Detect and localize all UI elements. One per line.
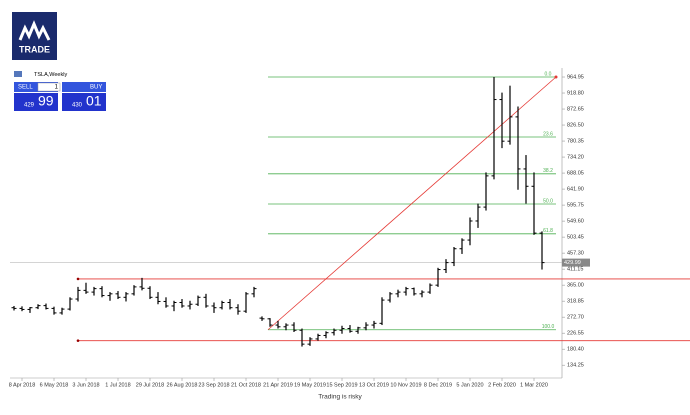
y-tick-label: 734.20 [567, 155, 584, 161]
logo-box [12, 12, 57, 60]
fib-label: 38.2 [543, 168, 553, 174]
x-tick-label: 5 Jan 2020 [456, 382, 483, 388]
x-tick-label: 3 Jun 2018 [72, 382, 99, 388]
symbol-icon [14, 71, 22, 77]
sell-price-box[interactable] [14, 93, 58, 111]
y-tick-label: 688.05 [567, 171, 584, 177]
y-tick-label: 918.80 [567, 90, 584, 96]
y-tick-label: 549.60 [567, 219, 584, 225]
x-tick-label: 21 Apr 2019 [263, 382, 293, 388]
current-price-box [562, 258, 590, 267]
y-tick-label: 365.00 [567, 283, 584, 289]
anchor-dot [76, 339, 80, 342]
fib-label: 61.8 [543, 228, 553, 234]
logo-mark [18, 20, 51, 41]
x-tick-label: 13 Oct 2019 [359, 382, 389, 388]
trend-line [267, 76, 557, 331]
anchor-dot [76, 277, 80, 281]
y-tick-label: 457.30 [567, 251, 584, 257]
x-tick-label: 23 Sep 2018 [198, 382, 229, 388]
sell-price-big[interactable]: 99 [38, 93, 54, 109]
logo-text: TRADE [19, 44, 50, 54]
x-tick-label: 8 Dec 2019 [424, 382, 452, 388]
y-tick-label: 872.65 [567, 106, 584, 112]
y-tick-label: 180.40 [567, 347, 584, 353]
y-tick-label: 780.35 [567, 139, 584, 145]
x-tick-label: 19 May 2019 [294, 382, 326, 388]
buy-label[interactable]: BUY [90, 85, 102, 91]
buy-button[interactable] [62, 82, 106, 92]
y-tick-label: 226.55 [567, 331, 584, 337]
sell-button[interactable] [14, 82, 58, 92]
x-tick-label: 10 Nov 2019 [390, 382, 421, 388]
buy-price-small[interactable]: 430 [72, 103, 83, 109]
current-price-label: 429.99 [564, 260, 581, 266]
x-tick-label: 29 Jul 2018 [136, 382, 164, 388]
y-tick-label: 826.50 [567, 123, 584, 129]
fib-label: 23.6 [543, 131, 553, 137]
y-tick-label: 134.25 [567, 363, 584, 369]
sell-label[interactable]: SELL [18, 85, 33, 91]
symbol-label: TSLA,Weekly [34, 72, 67, 78]
lot-field[interactable] [37, 82, 61, 92]
footer: Trading is risky [318, 394, 362, 401]
x-tick-label: 15 Sep 2019 [326, 382, 357, 388]
x-tick-label: 21 Oct 2018 [231, 382, 261, 388]
buy-price-box[interactable] [62, 93, 106, 111]
y-tick-label: 272.70 [567, 315, 584, 321]
y-tick-label: 964.95 [567, 74, 584, 80]
x-tick-label: 6 May 2018 [40, 382, 69, 388]
lot-value[interactable]: 1 [55, 85, 59, 91]
fib-label: 100.0 [542, 324, 555, 330]
x-tick-label: 1 Jul 2018 [105, 382, 130, 388]
fib-label: 0.0 [545, 71, 552, 77]
y-tick-label: 595.75 [567, 203, 584, 209]
y-tick-label: 503.45 [567, 235, 584, 241]
fib-label: 50.0 [543, 198, 553, 204]
y-tick-label: 318.85 [567, 299, 584, 305]
buy-price-big[interactable]: 01 [86, 93, 102, 109]
x-tick-label: 8 Apr 2018 [9, 382, 36, 388]
anchor-dot [554, 75, 558, 79]
y-tick-label: 411.15 [567, 267, 583, 273]
x-tick-label: 1 Mar 2020 [520, 382, 548, 388]
x-tick-label: 2 Feb 2020 [488, 382, 516, 388]
sell-price-small[interactable]: 429 [24, 103, 35, 109]
y-tick-label: 641.90 [567, 187, 584, 193]
x-tick-label: 26 Aug 2018 [167, 382, 198, 388]
